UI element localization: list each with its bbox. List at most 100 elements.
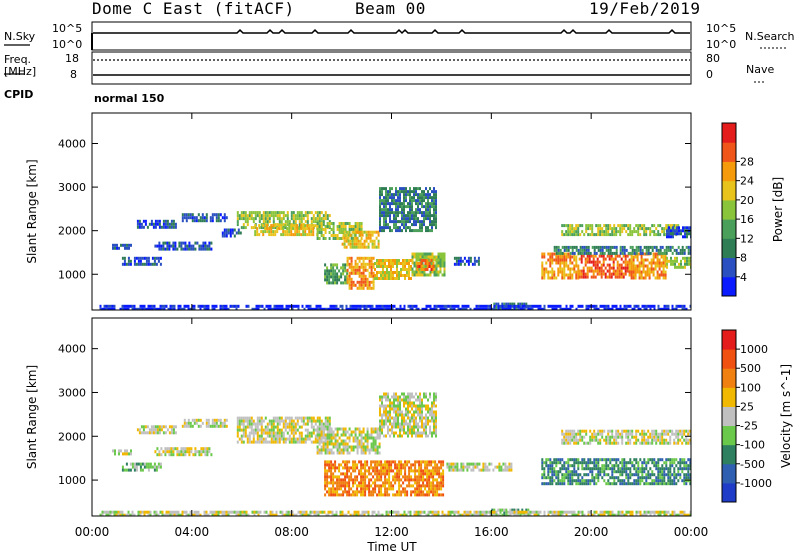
power-cell: [567, 224, 570, 228]
velocity-cell: [392, 493, 395, 497]
velocity-cell: [390, 484, 393, 488]
power-cell: [668, 235, 670, 239]
power-cell: [431, 252, 434, 256]
power-cell: [417, 205, 419, 209]
power-cell: [610, 266, 613, 270]
velocity-cell: [637, 467, 640, 471]
velocity-cell: [358, 490, 361, 494]
velocity-cell: [370, 436, 373, 440]
power-cell: [261, 304, 264, 308]
power-cell: [284, 214, 287, 218]
power-cell: [361, 230, 364, 234]
velocity-cell: [406, 478, 409, 482]
velocity-cell: [442, 469, 445, 473]
velocity-cell: [432, 478, 435, 482]
velocity-cell: [422, 490, 425, 494]
velocity-cell: [294, 416, 297, 420]
power-cell: [431, 220, 433, 224]
velocity-cell: [308, 434, 311, 438]
power-cell: [435, 261, 438, 265]
power-cell: [181, 213, 184, 217]
power-cell: [401, 205, 403, 209]
power-cell: [675, 248, 678, 252]
velocity-cell: [413, 413, 415, 417]
power-cell: [376, 259, 378, 262]
power-cell: [219, 213, 222, 217]
velocity-cell: [417, 434, 419, 438]
velocity-cell: [385, 419, 387, 423]
velocity-cell: [645, 461, 648, 465]
power-cell: [316, 222, 319, 225]
velocity-cell: [428, 493, 431, 497]
velocity-cell: [423, 395, 425, 399]
power-cell: [415, 187, 417, 191]
velocity-cell: [436, 484, 439, 488]
power-cell: [389, 208, 391, 212]
velocity-cell: [397, 401, 399, 405]
power-cell: [383, 220, 385, 224]
power-cell: [571, 261, 574, 265]
power-cell: [565, 224, 568, 228]
velocity-cell: [246, 425, 249, 429]
power-cell: [575, 248, 578, 252]
power-cell: [571, 233, 574, 237]
power-cell: [348, 231, 351, 234]
power-region: [374, 259, 412, 280]
velocity-cell: [631, 473, 634, 477]
velocity-cell: [407, 407, 409, 411]
velocity-cell: [292, 428, 295, 432]
power-cell: [637, 307, 640, 310]
power-cell: [586, 266, 589, 270]
velocity-cell: [219, 421, 222, 425]
power-cell: [217, 213, 220, 217]
top-panels: [4, 21, 788, 85]
power-cell: [360, 225, 363, 228]
velocity-cell: [405, 398, 407, 402]
power-cell: [599, 227, 602, 231]
power-cell: [588, 257, 591, 261]
velocity-cell: [408, 481, 411, 485]
power-cell: [235, 231, 238, 235]
power-cell: [268, 211, 271, 215]
power-cell: [632, 276, 635, 280]
power-cell: [640, 273, 643, 277]
power-cell: [644, 276, 647, 280]
velocity-cell: [328, 427, 331, 431]
velocity-cell: [383, 395, 385, 399]
power-cell: [607, 304, 610, 308]
power-cell: [316, 237, 319, 240]
velocity-cell: [399, 407, 401, 411]
power-cell: [330, 266, 333, 270]
velocity-cell: [326, 436, 329, 440]
power-cell: [164, 225, 167, 229]
velocity-cell: [435, 422, 437, 426]
power-cell: [320, 222, 323, 225]
power-cell: [392, 259, 394, 262]
power-cell: [626, 269, 629, 273]
velocity-cell: [318, 416, 321, 420]
power-cell: [425, 208, 427, 212]
power-cell: [403, 214, 405, 218]
power-cell: [381, 304, 384, 308]
power-cell: [339, 304, 342, 308]
power-cell: [425, 211, 427, 215]
power-cell: [627, 251, 630, 255]
velocity-cell: [260, 437, 263, 441]
velocity-cell: [613, 458, 616, 462]
power-cell: [142, 225, 145, 229]
power-cell: [589, 251, 592, 255]
power-cell: [585, 307, 588, 310]
power-cell: [681, 245, 684, 249]
velocity-cell: [408, 469, 411, 473]
power-cell: [351, 230, 354, 234]
power-cell: [340, 275, 343, 279]
velocity-cell: [366, 427, 369, 431]
velocity-cell: [393, 407, 395, 411]
velocity-cell: [432, 481, 435, 485]
velocity-cell: [332, 433, 335, 437]
power-cell: [307, 304, 310, 308]
power-cell: [405, 223, 407, 227]
power-colorbar-tick-label: 4: [740, 271, 747, 284]
velocity-cell: [438, 493, 441, 497]
velocity-cell: [381, 425, 383, 429]
